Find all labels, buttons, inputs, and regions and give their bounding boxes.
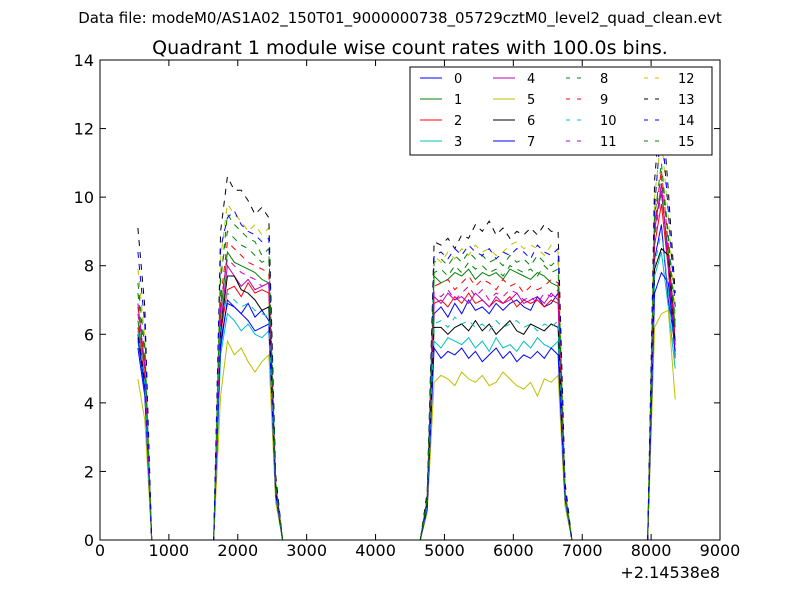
y-tick-label: 2 [84, 462, 94, 481]
legend-label-7: 7 [527, 135, 535, 150]
x-tick-label: 2000 [217, 541, 258, 560]
chart-title: Quadrant 1 module wise count rates with … [152, 37, 668, 59]
x-tick-label: 4000 [355, 541, 396, 560]
legend-label-2: 2 [454, 114, 462, 129]
y-tick-label: 0 [84, 531, 94, 550]
x-tick-label: 6000 [493, 541, 534, 560]
y-tick-label: 12 [74, 120, 94, 139]
ticks-layer: 0 1000 2000 3000 4000 5000 6000 7000 8000 9000 0 2 4… [74, 51, 741, 560]
legend-label-15: 15 [678, 135, 695, 150]
legend-label-11: 11 [600, 135, 617, 150]
legend-label-4: 4 [527, 72, 535, 87]
legend-label-9: 9 [600, 93, 608, 108]
legend-label-10: 10 [600, 114, 617, 129]
legend-label-0: 0 [454, 72, 462, 87]
legend-label-1: 1 [454, 93, 462, 108]
x-offset-label: +2.14538e8 [620, 563, 720, 582]
legend-label-5: 5 [527, 93, 535, 108]
legend-label-14: 14 [678, 114, 695, 129]
series-line-8 [137, 176, 676, 541]
legend-box [409, 66, 713, 156]
legend-label-8: 8 [600, 72, 608, 87]
series-layer [137, 97, 676, 541]
x-tick-label: 1000 [149, 541, 190, 560]
y-tick-label: 6 [84, 325, 94, 344]
series-line-10 [137, 231, 676, 541]
x-tick-label: 9000 [700, 541, 741, 560]
y-tick-label: 14 [74, 51, 94, 70]
y-tick-label: 8 [84, 257, 94, 276]
y-tick-label: 4 [84, 394, 94, 413]
series-line-7 [137, 271, 676, 541]
plot-frame [99, 59, 721, 541]
x-tick-label: 5000 [424, 541, 465, 560]
legend-label-3: 3 [454, 135, 462, 150]
legend-label-12: 12 [678, 72, 695, 87]
data-file-label: Data file: modeM0/AS1A02_150T01_90000007… [78, 9, 722, 27]
x-tick-label: 7000 [562, 541, 603, 560]
x-tick-label: 0 [95, 541, 105, 560]
series-line-15 [137, 162, 676, 541]
series-line-13 [137, 97, 676, 541]
y-tick-label: 10 [74, 188, 94, 207]
legend-label-13: 13 [678, 93, 695, 108]
series-line-9 [137, 169, 676, 541]
x-tick-label: 3000 [286, 541, 327, 560]
x-tick-label: 8000 [631, 541, 672, 560]
legend-label-6: 6 [527, 114, 535, 129]
